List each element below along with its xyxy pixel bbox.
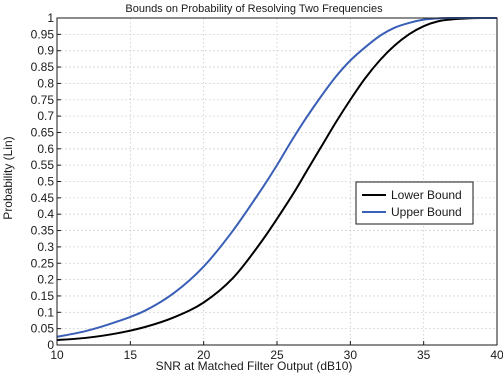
x-tick-label: 15 bbox=[124, 348, 138, 362]
y-tick-label: 0.6 bbox=[37, 142, 54, 156]
y-tick-label: 0.05 bbox=[31, 322, 55, 336]
y-tick-label: 0.75 bbox=[31, 93, 55, 107]
y-tick-label: 0.1 bbox=[37, 305, 54, 319]
y-axis-title: Probability (Lin) bbox=[1, 136, 15, 219]
series-line-lower-bound bbox=[56, 17, 497, 342]
y-tick-label: 0.65 bbox=[31, 125, 55, 139]
legend-label-upper-bound: Upper Bound bbox=[391, 205, 462, 219]
y-tick-label: 0.95 bbox=[31, 27, 55, 41]
tick-layer: 10 15 20 25 30 35 40 0 0.05 0.1 0.15 0.2 0.25 0.3 0.35… bbox=[31, 11, 503, 362]
y-tick-label: 0.45 bbox=[31, 191, 55, 205]
y-tick-label: 0.15 bbox=[31, 289, 55, 303]
y-tick-label: 0.7 bbox=[37, 109, 54, 123]
chart-title: Bounds on Probability of Resolving Two F… bbox=[125, 3, 383, 15]
x-tick-label: 20 bbox=[197, 348, 211, 362]
y-tick-label: 0.55 bbox=[31, 158, 55, 172]
y-tick-label: 0.2 bbox=[37, 273, 54, 287]
x-tick-label: 25 bbox=[270, 348, 284, 362]
y-tick-label: 0 bbox=[47, 338, 54, 352]
legend-label-lower-bound: Lower Bound bbox=[391, 188, 462, 202]
x-axis-title: SNR at Matched Filter Output (dB10) bbox=[156, 359, 353, 373]
y-tick-label: 0.4 bbox=[37, 207, 54, 221]
y-tick-label: 0.3 bbox=[37, 240, 54, 254]
x-tick-label: 10 bbox=[50, 348, 64, 362]
series-line-upper-bound bbox=[56, 17, 497, 338]
x-tick-label: 35 bbox=[417, 348, 431, 362]
legend-box bbox=[355, 181, 474, 225]
y-tick-label: 0.85 bbox=[31, 60, 55, 74]
x-tick-label: 30 bbox=[344, 348, 358, 362]
legend: Lower Bound Upper Bound bbox=[355, 181, 474, 225]
y-tick-label: 0.35 bbox=[31, 224, 55, 238]
y-tick-label: 0.9 bbox=[37, 44, 54, 58]
y-tick-label: 1 bbox=[47, 11, 54, 25]
x-tick-label: 40 bbox=[490, 348, 503, 362]
y-tick-label: 0.5 bbox=[37, 175, 54, 189]
y-tick-label: 0.8 bbox=[37, 76, 54, 90]
y-tick-label: 0.25 bbox=[31, 256, 55, 270]
